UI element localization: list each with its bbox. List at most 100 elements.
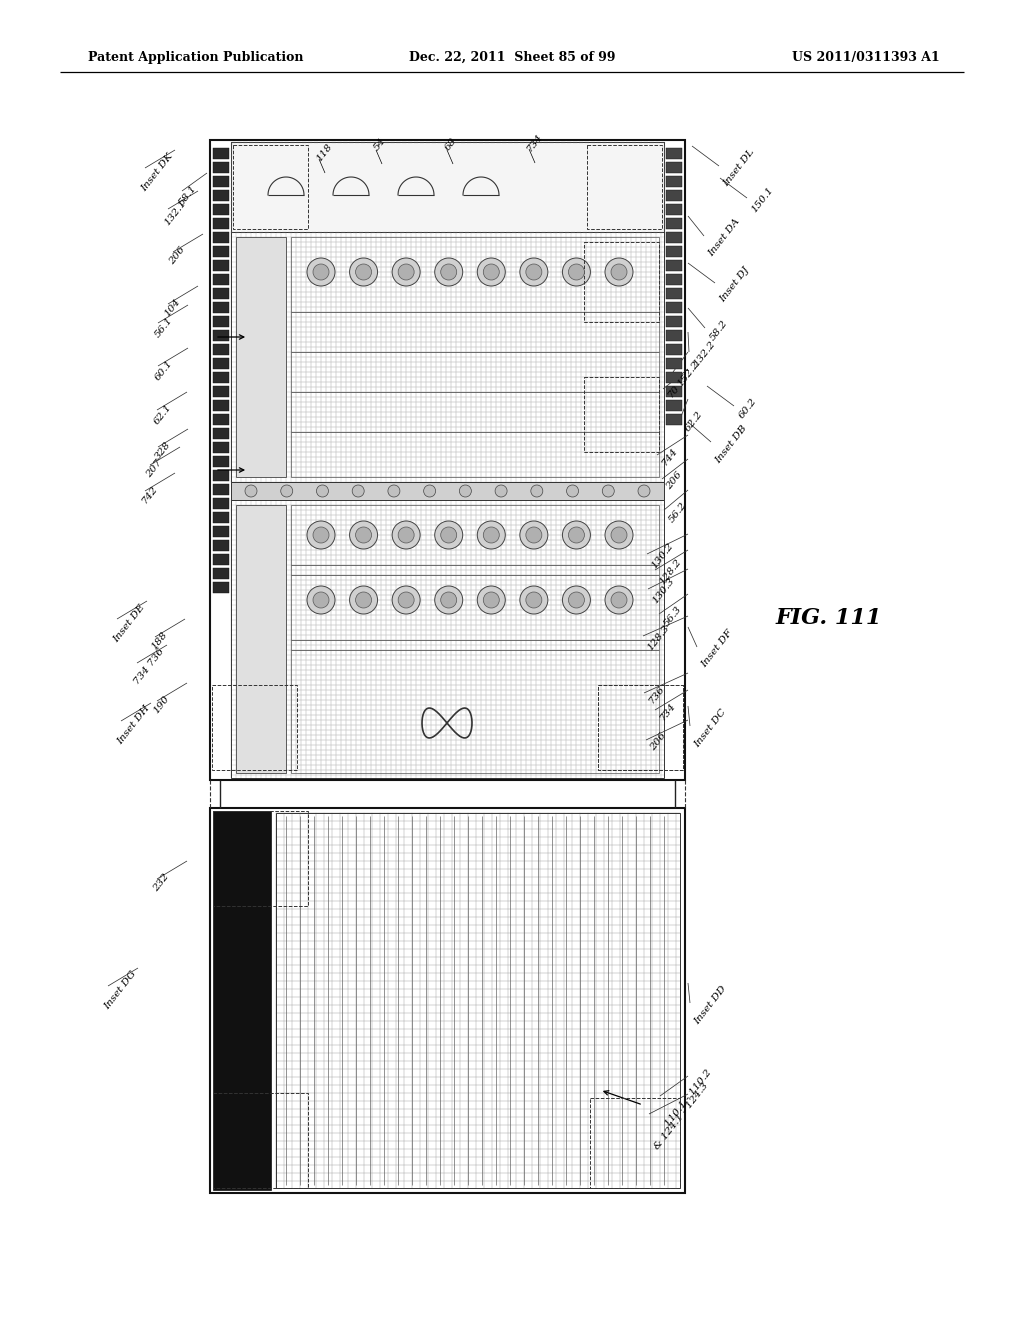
Text: 132.2: 132.2 (692, 339, 718, 368)
Circle shape (392, 521, 420, 549)
Text: 206: 206 (665, 470, 684, 491)
Text: 110.1 - 110.2: 110.1 - 110.2 (663, 1068, 713, 1129)
Circle shape (392, 586, 420, 614)
Bar (666, 345, 682, 355)
Text: Inset DL: Inset DL (722, 148, 757, 189)
Bar (666, 302, 682, 313)
Bar (213, 330, 229, 341)
Text: 118: 118 (315, 143, 334, 164)
Text: 190: 190 (152, 694, 171, 715)
Bar (213, 218, 229, 228)
Circle shape (605, 257, 633, 286)
Text: Inset DD: Inset DD (693, 983, 729, 1026)
Bar (236, 506, 286, 774)
Bar (213, 525, 229, 537)
Bar (666, 246, 682, 257)
Circle shape (483, 264, 500, 280)
Circle shape (440, 591, 457, 609)
Circle shape (562, 521, 591, 549)
Circle shape (307, 586, 335, 614)
Bar (584, 242, 659, 322)
Text: Inset DH: Inset DH (116, 704, 152, 746)
Bar (213, 414, 229, 425)
Text: Inset DC: Inset DC (693, 708, 728, 748)
Bar (666, 358, 682, 370)
Circle shape (313, 264, 329, 280)
Bar (666, 315, 682, 327)
Text: 328: 328 (153, 441, 172, 462)
Text: 206: 206 (168, 246, 187, 267)
Text: 734: 734 (658, 701, 677, 722)
Bar (291, 506, 659, 774)
Bar (213, 190, 229, 201)
Text: 188: 188 (150, 631, 169, 652)
Text: 68: 68 (443, 136, 459, 152)
Bar (231, 143, 664, 232)
Text: 58.2: 58.2 (708, 318, 729, 342)
Text: 58.1: 58.1 (177, 183, 199, 207)
Circle shape (355, 264, 372, 280)
Text: 60.1: 60.1 (153, 358, 174, 381)
Circle shape (460, 484, 471, 498)
Circle shape (477, 257, 505, 286)
Bar (590, 1098, 680, 1188)
Bar (213, 315, 229, 327)
Bar (213, 540, 229, 550)
Bar (236, 238, 286, 477)
Text: 132.1: 132.1 (163, 198, 188, 227)
Bar (231, 500, 664, 777)
Bar (666, 400, 682, 411)
Bar (598, 685, 683, 770)
Bar (213, 345, 229, 355)
Text: 62.2: 62.2 (683, 409, 705, 433)
Text: Inset DE: Inset DE (112, 602, 147, 644)
Text: 736: 736 (647, 684, 667, 706)
Bar (666, 385, 682, 397)
Bar (213, 810, 271, 1191)
Bar (213, 372, 229, 383)
Circle shape (316, 484, 329, 498)
Bar (213, 582, 229, 593)
Bar (210, 140, 685, 780)
Bar (233, 145, 308, 228)
Text: 128.3: 128.3 (646, 623, 672, 652)
Circle shape (349, 257, 378, 286)
Text: 152.2: 152.2 (676, 359, 701, 388)
Circle shape (605, 586, 633, 614)
Circle shape (568, 591, 585, 609)
Text: 742: 742 (140, 484, 160, 506)
Bar (213, 232, 229, 243)
Bar (213, 176, 229, 187)
Bar (666, 275, 682, 285)
Bar (231, 232, 664, 482)
Bar (213, 554, 229, 565)
Bar (213, 470, 229, 480)
Circle shape (638, 484, 650, 498)
Bar (210, 808, 685, 1193)
Bar (291, 238, 659, 477)
Bar (231, 143, 664, 232)
Bar (666, 176, 682, 187)
Circle shape (245, 484, 257, 498)
Text: Inset DB: Inset DB (714, 424, 750, 465)
Bar (666, 162, 682, 173)
Bar (587, 145, 662, 228)
Circle shape (355, 591, 372, 609)
Text: 62.1: 62.1 (152, 403, 173, 426)
Text: US 2011/0311393 A1: US 2011/0311393 A1 (793, 50, 940, 63)
Circle shape (530, 484, 543, 498)
Bar (666, 372, 682, 383)
Bar (213, 810, 308, 906)
Circle shape (520, 257, 548, 286)
Bar (666, 190, 682, 201)
Text: 128.2: 128.2 (658, 557, 683, 586)
Text: Dec. 22, 2011  Sheet 85 of 99: Dec. 22, 2011 Sheet 85 of 99 (409, 50, 615, 63)
Bar (213, 148, 229, 158)
Circle shape (526, 527, 542, 543)
Bar (213, 455, 229, 467)
Bar (213, 428, 229, 440)
Bar (213, 358, 229, 370)
Bar (213, 162, 229, 173)
Bar (213, 288, 229, 300)
Text: 54: 54 (372, 136, 387, 152)
